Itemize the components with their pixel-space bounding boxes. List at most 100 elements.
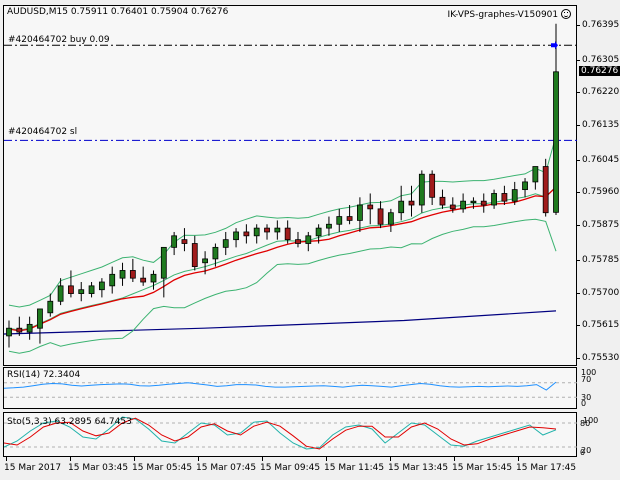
stochastic-axis: 100 80 20 0 — [577, 412, 620, 457]
candle — [98, 278, 105, 298]
price-tick-label: 0.76220 — [582, 87, 620, 98]
price-tick-mark — [577, 92, 580, 94]
candle — [6, 320, 12, 348]
price-tick-label: 0.75960 — [582, 187, 620, 198]
candle — [78, 282, 85, 302]
candle — [439, 189, 446, 209]
price-tick-mark — [577, 292, 580, 294]
candle — [315, 224, 322, 244]
time-tick-mark — [518, 457, 519, 461]
candle — [470, 197, 477, 209]
sto-level-20: 20 — [581, 446, 592, 455]
rsi-pane[interactable]: RSI(14) 72.3404 — [3, 367, 578, 409]
price-tick-label: 0.75875 — [582, 220, 620, 231]
time-tick-mark — [134, 457, 135, 461]
candle — [408, 185, 415, 217]
price-tick-mark — [577, 59, 580, 61]
price-tick-label: 0.75700 — [582, 287, 620, 298]
candle — [532, 166, 539, 190]
buy-arrow-icon — [551, 41, 558, 50]
price-tick-mark — [577, 225, 580, 227]
candle — [553, 23, 559, 216]
time-tick-label: 15 Mar 07:45 — [196, 463, 257, 473]
time-tick-mark — [454, 457, 455, 461]
time-tick-label: 15 Mar 09:45 — [260, 463, 321, 473]
candle — [326, 216, 332, 236]
time-tick-mark — [262, 457, 263, 461]
stochastic-label: Sto(5,3,3) 63.2895 64.7453 — [7, 417, 132, 427]
candle — [243, 224, 250, 244]
price-tick-label: 0.76395 — [582, 20, 620, 30]
price-tick-mark — [577, 159, 580, 161]
sto-level-0: 0 — [580, 448, 586, 457]
rsi-level-0: 0 — [581, 399, 587, 408]
candle — [202, 251, 208, 275]
candle — [542, 158, 549, 217]
expert-name: IK-VPS-graphes-V150901 — [447, 10, 559, 20]
rsi-label: RSI(14) 72.3404 — [7, 370, 81, 380]
candle — [171, 231, 178, 256]
main-price-pane[interactable]: AUDUSD,M15 0.75911 0.76401 0.75904 0.762… — [3, 5, 578, 366]
candle — [501, 185, 508, 206]
price-tick-label: 0.75615 — [582, 320, 620, 331]
time-tick-label: 15 Mar 03:45 — [68, 463, 129, 473]
rsi-level-70: 70 — [581, 375, 592, 384]
time-tick-mark — [6, 457, 7, 461]
price-tick-label: 0.76045 — [582, 154, 620, 165]
candle — [129, 258, 136, 283]
candle — [212, 243, 219, 267]
rsi-axis: 100 70 30 0 — [577, 367, 620, 409]
expert-advisor-label: IK-VPS-graphes-V150901 — [447, 7, 571, 20]
candle — [377, 201, 384, 229]
price-tick-mark — [577, 358, 580, 359]
time-tick-label: 15 Mar 15:45 — [452, 463, 513, 473]
candlestick-plot — [4, 23, 578, 354]
current-price-badge: 0.76276 — [579, 65, 620, 76]
candle — [16, 316, 23, 336]
candle — [26, 316, 33, 340]
sto-level-80: 80 — [580, 419, 591, 428]
time-tick-label: 15 Mar 17:45 — [516, 463, 577, 473]
price-tick-label: 0.75530 — [582, 353, 620, 363]
candle — [460, 193, 467, 213]
price-axis[interactable]: 0.76395 0.76305 0.76220 0.76135 0.76045 0.759… — [577, 5, 620, 366]
candle — [522, 178, 528, 198]
candle — [264, 224, 270, 240]
candle — [191, 235, 198, 271]
price-tick-mark — [577, 25, 580, 26]
candle — [367, 193, 374, 225]
rsi-level-100: 100 — [581, 368, 597, 377]
candle — [233, 228, 239, 248]
time-tick-mark — [198, 457, 199, 461]
stochastic-plot — [4, 416, 578, 450]
time-axis[interactable]: 15 Mar 2017 15 Mar 03:45 15 Mar 05:45 15 Ma… — [3, 457, 577, 480]
candle — [150, 270, 157, 290]
time-tick-label: 15 Mar 13:45 — [388, 463, 449, 473]
stop-loss-label[interactable]: #420464702 sl — [8, 127, 78, 137]
candle — [305, 231, 312, 252]
candle — [253, 224, 260, 244]
candle — [160, 246, 167, 298]
candle — [119, 262, 126, 286]
candle — [398, 185, 405, 221]
symbol-ohlc-label: AUDUSD,M15 0.75911 0.76401 0.75904 0.762… — [7, 7, 229, 17]
candle — [387, 208, 394, 232]
rsi-plot — [4, 381, 578, 398]
candle — [418, 170, 425, 213]
candle — [181, 228, 188, 252]
buy-order-label[interactable]: #420464702 buy 0.09 — [8, 35, 110, 45]
price-tick-label: 0.75785 — [582, 254, 620, 265]
price-tick-mark — [577, 125, 580, 127]
candle — [511, 181, 518, 206]
candle — [274, 220, 281, 240]
time-tick-mark — [326, 457, 327, 461]
time-tick-mark — [390, 457, 391, 461]
candle — [37, 308, 43, 344]
sto-level-100: 100 — [583, 416, 599, 425]
smiley-face-icon — [561, 9, 571, 19]
price-tick-mark — [577, 325, 580, 327]
stochastic-pane[interactable]: Sto(5,3,3) 63.2895 64.7453 — [3, 412, 578, 457]
candle — [47, 293, 54, 317]
candle — [480, 193, 487, 213]
